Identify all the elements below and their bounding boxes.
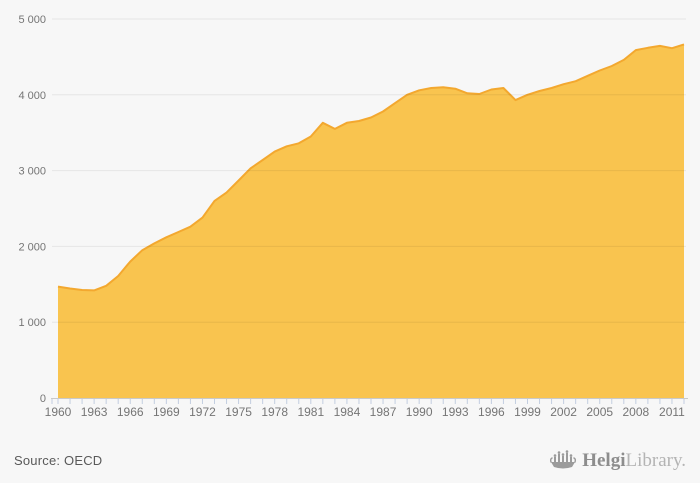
x-axis-tick-label: 1981 [297, 405, 324, 419]
helgi-library-logo: HelgiLibrary. [550, 449, 686, 471]
x-axis-tick-label: 1969 [153, 405, 180, 419]
x-axis-tick-label: 2008 [622, 405, 649, 419]
ship-bar-chart-icon [550, 450, 577, 469]
logo-text-library: Library. [625, 449, 687, 471]
x-axis-tick-label: 1978 [261, 405, 288, 419]
x-axis-tick-label: 1984 [334, 405, 361, 419]
y-axis-tick-label: 0 [40, 393, 46, 405]
y-axis-tick-label: 1 000 [18, 317, 46, 329]
x-axis-tick-label: 1987 [370, 405, 397, 419]
x-axis-tick-label: 2002 [550, 405, 577, 419]
source-note: Source: OECD [14, 452, 103, 468]
y-axis-tick-label: 4 000 [18, 90, 46, 102]
area-series-line [57, 43, 685, 292]
logo-text: HelgiLibrary. [582, 451, 686, 470]
x-axis-tick-label: 1993 [442, 405, 469, 419]
x-axis-tick-label: 2011 [659, 405, 685, 419]
area-chart: 0 1 000 2 000 3 000 4 000 5 000 1960 1963 1966 19… [18, 14, 688, 419]
x-axis-tick-label: 1999 [514, 405, 541, 419]
x-axis-tick-label: 1960 [45, 405, 72, 419]
x-axis-tick-label: 1996 [478, 405, 505, 419]
chart-canvas: 0 1 000 2 000 3 000 4 000 5 000 1960 1963 1966 19… [18, 14, 688, 419]
x-axis-tick-label: 1975 [225, 405, 252, 419]
area-series-fill [58, 44, 684, 399]
x-axis-tick-label: 1990 [406, 405, 433, 419]
y-axis-tick-label: 2 000 [18, 241, 46, 253]
x-axis-tick-label: 1972 [189, 405, 216, 419]
chart-footer: Source: OECD HelgiLibrary. [0, 449, 700, 471]
logo-text-helgi: Helgi [582, 449, 626, 471]
x-axis-tick-label: 2005 [586, 405, 613, 419]
x-axis-tick-label: 1966 [117, 405, 144, 419]
y-axis-tick-label: 3 000 [18, 166, 46, 178]
x-axis-tick-label: 1963 [81, 405, 108, 419]
y-axis-tick-label: 5 000 [18, 14, 46, 26]
